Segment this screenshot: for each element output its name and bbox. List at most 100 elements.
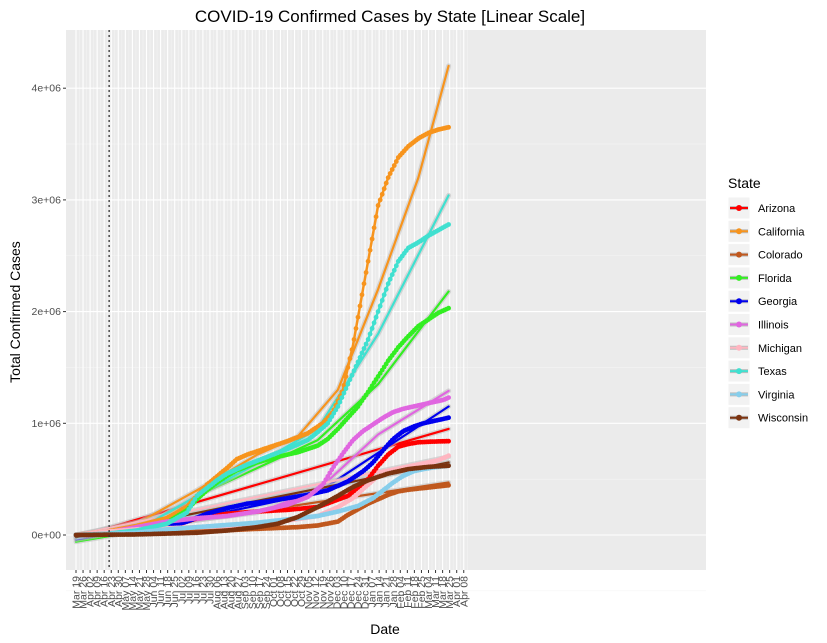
x-tick-label: Dec 03 xyxy=(331,576,343,609)
legend-item-florida: Florida xyxy=(727,266,793,290)
legend-label-virginia: Virginia xyxy=(758,389,795,401)
x-tick-label: Feb 04 xyxy=(395,576,407,609)
legend: State Arizona California Colorado Florida Ge… xyxy=(727,175,808,430)
x-tick-label: Sep 10 xyxy=(247,576,259,609)
legend-item-virginia: Virginia xyxy=(727,382,795,406)
legend-key-point xyxy=(736,414,742,421)
legend-key-point xyxy=(736,344,742,351)
x-tick-label: Jan 21 xyxy=(381,576,393,608)
point-arizona xyxy=(446,438,451,444)
point-california xyxy=(365,258,371,264)
x-tick-label: Apr 16 xyxy=(99,576,111,607)
legend-label-california: California xyxy=(758,226,805,238)
point-texas xyxy=(389,272,395,278)
y-tick-label: 0e+00 xyxy=(32,530,62,542)
point-texas xyxy=(355,359,361,365)
point-florida xyxy=(446,305,451,311)
x-tick-label: Sep 03 xyxy=(240,576,252,609)
x-tick-label: Nov 05 xyxy=(303,576,315,609)
point-texas xyxy=(343,386,349,392)
point-california xyxy=(393,159,399,164)
point-texas xyxy=(341,390,347,396)
point-california xyxy=(375,203,381,208)
x-tick-label: Apr 08 xyxy=(458,576,470,607)
x-tick-label: Aug 13 xyxy=(219,576,231,609)
point-texas xyxy=(363,341,369,347)
legend-item-colorado: Colorado xyxy=(727,243,803,267)
x-tick-label: Nov 19 xyxy=(317,576,329,609)
point-texas xyxy=(387,276,393,282)
y-tick-label: 1e+06 xyxy=(32,418,62,430)
point-texas xyxy=(357,355,363,360)
point-california xyxy=(349,347,355,352)
point-california xyxy=(389,167,395,172)
x-tick-label: Apr 02 xyxy=(85,576,97,607)
x-tick-label: Nov 26 xyxy=(324,576,336,609)
legend-key-point xyxy=(736,368,742,375)
point-california xyxy=(347,356,353,361)
point-california xyxy=(371,225,377,231)
x-tick-label: Mar 19 xyxy=(71,576,83,609)
point-california xyxy=(387,171,393,176)
point-california xyxy=(345,365,351,370)
point-texas xyxy=(361,346,367,351)
point-texas xyxy=(345,381,351,387)
point-texas xyxy=(367,331,373,337)
point-california xyxy=(343,374,349,379)
legend-label-wisconsin: Wisconsin xyxy=(758,413,808,425)
point-california xyxy=(353,326,359,331)
legend-label-arizona: Arizona xyxy=(758,203,796,215)
point-texas xyxy=(391,267,397,273)
x-tick-label: Sep 17 xyxy=(254,576,266,609)
x-tick-label: Mar 18 xyxy=(437,576,449,609)
point-texas xyxy=(335,404,341,409)
point-michigan xyxy=(446,453,451,459)
point-texas xyxy=(359,350,365,356)
legend-key-point xyxy=(736,298,742,305)
x-tick-label: Apr 23 xyxy=(106,576,118,607)
x-tick-label: Dec 31 xyxy=(360,576,372,609)
series-wisconsin xyxy=(73,463,451,538)
x-tick-label: Aug 27 xyxy=(233,576,245,609)
x-tick-label: Aug 20 xyxy=(226,576,238,609)
legend-label-illinois: Illinois xyxy=(758,320,789,332)
point-illinois xyxy=(446,395,451,400)
y-axis-ticks: 0e+00 1e+06 2e+06 3e+06 4e+06 xyxy=(32,83,66,542)
point-california xyxy=(361,281,367,287)
point-california xyxy=(385,175,391,181)
legend-item-georgia: Georgia xyxy=(727,289,798,313)
point-california xyxy=(367,247,373,253)
x-tick-label: Mar 25 xyxy=(444,576,456,609)
legend-key-point xyxy=(736,205,742,211)
point-california xyxy=(373,214,379,220)
x-tick-label: Jan 07 xyxy=(367,576,379,608)
x-axis-title: Date xyxy=(370,621,400,637)
point-texas xyxy=(365,337,371,342)
x-tick-label: Jul 23 xyxy=(197,576,209,604)
point-texas xyxy=(371,320,377,326)
y-tick-label: 3e+06 xyxy=(32,194,62,206)
x-tick-label: May 14 xyxy=(127,576,139,611)
x-tick-label: Mar 26 xyxy=(78,576,90,609)
legend-label-michigan: Michigan xyxy=(758,343,802,355)
point-texas xyxy=(393,263,399,269)
y-axis-title: Total Confirmed Cases xyxy=(7,241,23,383)
point-california xyxy=(381,186,387,192)
x-tick-label: Jul 02 xyxy=(176,576,188,604)
point-texas xyxy=(381,292,387,298)
x-tick-label: Feb 25 xyxy=(416,576,428,609)
x-tick-label: Oct 01 xyxy=(268,576,280,607)
x-tick-label: Mar 11 xyxy=(430,576,442,608)
x-tick-label: Jul 30 xyxy=(204,576,216,604)
x-tick-label: Nov 12 xyxy=(310,576,322,609)
point-california xyxy=(351,337,357,342)
x-tick-label: Feb 11 xyxy=(402,576,414,608)
point-wisconsin xyxy=(446,463,451,469)
x-tick-label: May 28 xyxy=(141,576,153,611)
x-tick-label: Jul 16 xyxy=(190,576,202,604)
point-texas xyxy=(347,377,353,383)
x-tick-label: Dec 17 xyxy=(345,576,357,609)
x-tick-label: Aug 06 xyxy=(212,576,224,609)
x-tick-label: Oct 29 xyxy=(296,576,308,607)
